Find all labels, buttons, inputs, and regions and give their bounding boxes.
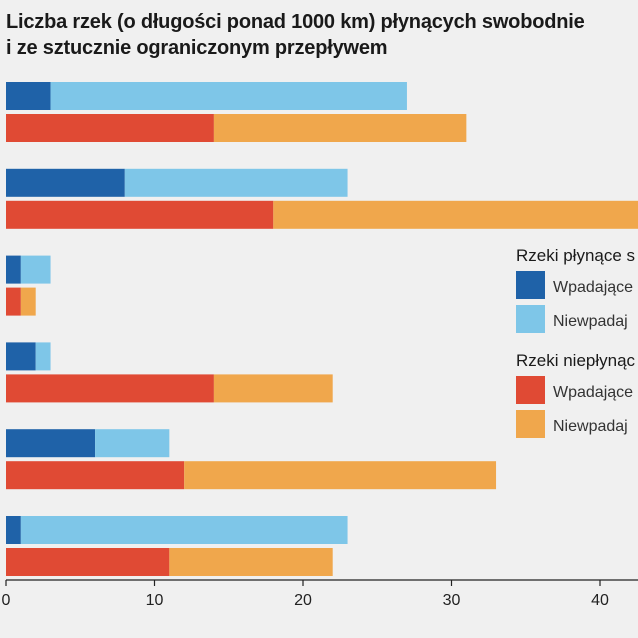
legend-swatch-2-1	[516, 376, 545, 404]
x-tick-label: 20	[294, 592, 312, 609]
legend-heading-2: Rzeki niepłynąc	[516, 351, 636, 370]
chart-title: Liczba rzek (o długości ponad 1000 km) p…	[6, 9, 636, 61]
bar-free-into-sea-4	[6, 342, 36, 371]
bar-free-not-into-sea-4	[35, 342, 51, 371]
legend-heading-1: Rzeki płynące s	[516, 246, 635, 265]
legend: Rzeki płynące s Wpadające Niewpadaj Rzeki n…	[516, 246, 636, 438]
bar-free-into-sea-5	[6, 429, 96, 458]
bar-group-5	[6, 429, 497, 490]
bar-group-4	[6, 342, 333, 403]
bar-free-not-into-sea-2	[124, 168, 348, 197]
bar-group-1	[6, 82, 467, 142]
legend-swatch-1-1	[516, 271, 545, 299]
legend-label-2-1: Wpadające	[553, 384, 633, 401]
legend-swatch-1-2	[516, 305, 545, 333]
x-axis: 0 10 20 30 40	[2, 579, 638, 609]
chart-title-line-2: i ze sztucznie ograniczonym przepływem	[6, 37, 388, 59]
x-tick-label: 10	[146, 592, 164, 609]
bar-restricted-not-into-sea-4	[213, 374, 333, 403]
bar-free-not-into-sea-5	[95, 429, 170, 458]
bar-free-not-into-sea-1	[50, 82, 407, 110]
legend-label-1-1: Wpadające	[553, 279, 633, 296]
bar-free-into-sea-3	[6, 255, 21, 284]
bar-restricted-not-into-sea-3	[20, 287, 36, 316]
bar-free-not-into-sea-6	[20, 516, 348, 544]
bar-group-2	[6, 168, 638, 229]
bar-free-into-sea-6	[6, 516, 21, 544]
legend-label-2-2: Niewpadaj	[553, 418, 628, 435]
bar-restricted-into-sea-1	[6, 114, 214, 142]
x-tick-label: 0	[2, 592, 11, 609]
bar-restricted-into-sea-6	[6, 548, 170, 576]
legend-swatch-2-2	[516, 410, 545, 438]
bar-restricted-into-sea-4	[6, 374, 214, 403]
bar-restricted-not-into-sea-6	[169, 548, 333, 576]
bar-restricted-into-sea-5	[6, 461, 185, 490]
bar-free-into-sea-2	[6, 168, 125, 197]
chart-title-line-1: Liczba rzek (o długości ponad 1000 km) p…	[6, 11, 585, 33]
bar-group-6	[6, 516, 348, 576]
bar-group-3	[6, 255, 51, 316]
bar-restricted-into-sea-3	[6, 287, 21, 316]
bar-free-into-sea-1	[6, 82, 51, 110]
bar-restricted-not-into-sea-1	[213, 114, 467, 142]
bar-free-not-into-sea-3	[20, 255, 51, 284]
legend-label-1-2: Niewpadaj	[553, 313, 628, 330]
bar-restricted-into-sea-2	[6, 200, 274, 229]
bar-restricted-not-into-sea-2	[273, 200, 638, 229]
bars-layer	[6, 82, 638, 576]
bar-restricted-not-into-sea-5	[184, 461, 497, 490]
x-tick-label: 30	[443, 592, 461, 609]
x-tick-label: 40	[591, 592, 609, 609]
